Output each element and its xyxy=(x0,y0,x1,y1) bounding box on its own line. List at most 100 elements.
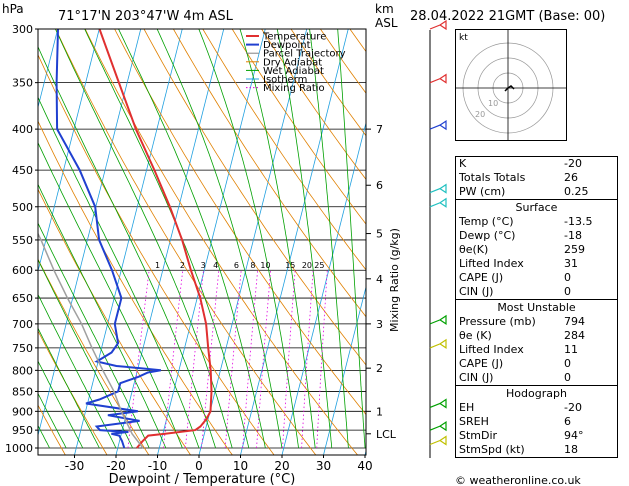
x-tick-label: 20 xyxy=(274,459,289,473)
surface-label: θe(K) xyxy=(459,243,489,256)
legend-entry: Mixing Ratio xyxy=(263,83,325,94)
wet-adiabat xyxy=(118,29,266,449)
wind-barb xyxy=(429,197,447,208)
pressure-tick-label: 550 xyxy=(12,234,33,247)
wet-adiabat xyxy=(55,29,233,449)
wet-adiabat xyxy=(38,183,167,449)
index-row: Totals Totals 26 xyxy=(456,171,617,185)
mixing-ratio-label: 3 xyxy=(201,261,206,270)
mixing-ratio-line xyxy=(127,270,150,449)
pressure-tick-label: 900 xyxy=(12,405,33,418)
hodograph-value: 6 xyxy=(564,415,571,428)
x-tick-label: -10 xyxy=(148,459,168,473)
index-label: K xyxy=(459,157,467,170)
wet-adiabat xyxy=(38,392,67,449)
x-tick-label: 10 xyxy=(233,459,248,473)
km-tick-label: 6 xyxy=(376,179,383,192)
pressure-tick-label: 700 xyxy=(12,318,33,331)
dry-adiabat xyxy=(143,29,366,366)
index-value: 0.25 xyxy=(564,185,589,198)
asl-unit: ASL xyxy=(375,16,398,30)
km-tick-label: 5 xyxy=(376,228,383,241)
isotherm xyxy=(115,29,225,455)
surface-row: Lifted Index 31 xyxy=(456,257,617,271)
pressure-unit: hPa xyxy=(2,2,24,16)
x-tick-label: 0 xyxy=(195,459,203,473)
wind-barb xyxy=(429,314,447,325)
wet-adiabat xyxy=(38,327,100,449)
mixing-ratio-line xyxy=(163,270,184,449)
legend-entry: Dewpoint xyxy=(263,40,311,51)
unstable-label: θe (K) xyxy=(459,329,492,342)
mixing-ratio-label: 8 xyxy=(250,261,255,270)
x-tick-label: 30 xyxy=(316,459,331,473)
x-axis-label: Dewpoint / Temperature (°C) xyxy=(109,472,296,486)
plot-frame xyxy=(37,28,367,456)
mixing-ratio-line xyxy=(282,270,296,449)
surface-label: Dewp (°C) xyxy=(459,229,516,242)
hodograph-value: 94° xyxy=(564,429,584,442)
indices-top: K -20 Totals Totals 26 PW (cm) 0.25 xyxy=(455,156,618,200)
isotherm xyxy=(281,121,366,455)
index-row: PW (cm) 0.25 xyxy=(456,185,617,199)
wet-adiabat xyxy=(156,29,283,449)
mixing-ratio-line xyxy=(256,270,272,449)
mixing-ratio-line xyxy=(224,270,242,449)
hodograph-row: SREH 6 xyxy=(456,415,617,429)
x-tick-label: 40 xyxy=(357,459,372,473)
wet-adiabat xyxy=(276,29,333,449)
hodograph-title: Hodograph xyxy=(506,387,567,400)
wind-barbs xyxy=(429,19,447,458)
hodograph-label: StmSpd (kt) xyxy=(459,443,525,456)
index-value: -20 xyxy=(564,157,582,170)
wind-barb xyxy=(429,73,447,84)
indices-panel: K -20 Totals Totals 26 PW (cm) 0.25 Surface T… xyxy=(455,156,618,458)
hodograph-value: 18 xyxy=(564,443,578,456)
dry-adiabat xyxy=(38,120,233,455)
x-tick-label: -30 xyxy=(65,459,85,473)
surface-value: 31 xyxy=(564,257,578,270)
index-label: PW (cm) xyxy=(459,185,506,198)
surface-label: CAPE (J) xyxy=(459,271,504,284)
mixing-ratio-line xyxy=(301,270,314,449)
dry-adiabat xyxy=(38,188,192,455)
hodograph-label: StmDir xyxy=(459,429,498,442)
hodo-ring-label: 10 xyxy=(488,99,498,108)
indices-most-unstable: Most Unstable Pressure (mb) 794 θe (K) 284 L… xyxy=(455,300,618,386)
unstable-label: CAPE (J) xyxy=(459,357,504,370)
wind-barb xyxy=(429,338,447,350)
index-value: 26 xyxy=(564,171,578,184)
profiles xyxy=(38,29,213,449)
legend-entry: Wet Adiabat xyxy=(263,66,324,77)
km-tick-label: 1 xyxy=(376,405,383,418)
pressure-tick-label: 500 xyxy=(12,201,33,214)
km-tick-label: 4 xyxy=(376,273,383,286)
unstable-title: Most Unstable xyxy=(497,301,576,314)
surface-value: 0 xyxy=(564,285,571,298)
series-temperature xyxy=(98,29,213,449)
mixing-ratio-label: 4 xyxy=(213,261,218,270)
unstable-label: CIN (J) xyxy=(459,371,494,384)
pressure-tick-label: 450 xyxy=(12,164,33,177)
hodograph-label: SREH xyxy=(459,415,489,428)
dry-adiabat xyxy=(38,53,275,455)
pressure-tick-label: 300 xyxy=(12,23,33,36)
surface-row: Temp (°C) -13.5 xyxy=(456,215,617,229)
km-tick-label: 3 xyxy=(376,318,383,331)
dry-adiabat xyxy=(55,29,317,455)
hodo-trace xyxy=(504,85,515,92)
isotherm xyxy=(240,29,349,455)
mixing-ratio-line xyxy=(201,270,220,449)
surface-value: -13.5 xyxy=(564,215,593,228)
dry-adiabat xyxy=(261,29,366,181)
wet-adiabat xyxy=(309,29,349,449)
copyright: © weatheronline.co.uk xyxy=(455,474,581,486)
mixing-ratio-line xyxy=(316,270,328,449)
surface-row: θe(K) 259 xyxy=(456,243,617,257)
mixing-ratio-line xyxy=(242,270,258,449)
wind-barb xyxy=(429,19,447,31)
isotherm xyxy=(157,29,266,455)
wet-adiabat xyxy=(38,360,84,449)
